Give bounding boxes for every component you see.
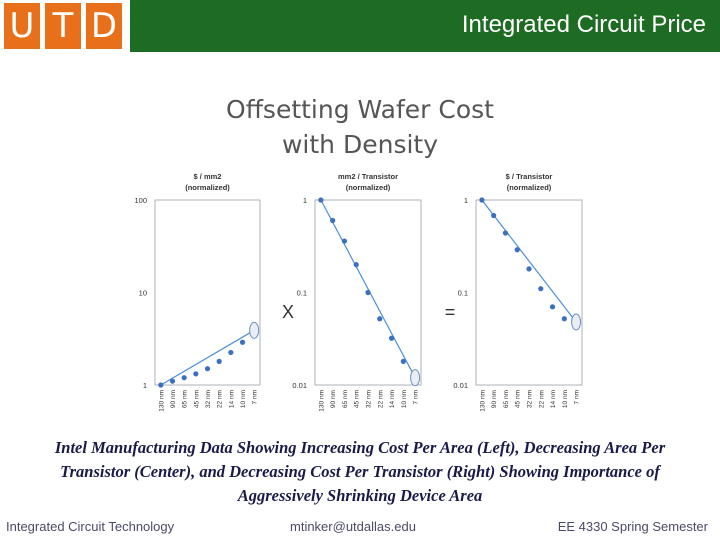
logo-letter-d: D xyxy=(86,3,122,49)
chart-3-point-2 xyxy=(491,212,497,219)
chart-3-x-tick-2: 90 nm xyxy=(491,390,498,408)
chart-2-x-tick-5: 32 nm xyxy=(366,390,373,408)
chart-figure: $ / mm2 (normalized) 1 10 100 130 nm 90 nm 65 n… xyxy=(134,172,583,412)
chart-2-point-8 xyxy=(400,358,406,364)
chart-1-point-5 xyxy=(204,366,211,372)
chart-1-y-tick-1: 1 xyxy=(143,381,147,390)
chart-1-title-line-1: $ / mm2 xyxy=(194,172,222,181)
chart-2-x-tick-4: 45 nm xyxy=(354,390,361,408)
chart-2-y-tick-3: 1 xyxy=(303,196,307,205)
chart-2-title-line-2: (normalized) xyxy=(346,183,391,192)
chart-1-point-8 xyxy=(239,339,246,345)
chart-2-x-tick-7: 14 nm xyxy=(389,390,396,408)
equals-operator: = xyxy=(445,302,456,322)
chart-2-title-line-1: mm2 / Transistor xyxy=(338,172,398,181)
chart-2-trend-line xyxy=(320,199,416,378)
chart-1-x-tick-9: 7 nm xyxy=(252,390,259,404)
header-bar: U T D Integrated Circuit Price xyxy=(0,0,720,54)
chart-1-y-tick-2: 10 xyxy=(139,289,147,298)
logo-letter-u: U xyxy=(4,3,40,49)
chart-1-point-9-projected xyxy=(249,321,260,339)
chart-1-x-tick-2: 90 nm xyxy=(170,390,177,408)
chart-2-plot-frame xyxy=(314,199,422,386)
figure-caption: Intel Manufacturing Data Showing Increas… xyxy=(54,438,666,505)
chart-1-y-tick-3: 100 xyxy=(134,196,147,205)
chart-1-x-tick-8: 10 nm xyxy=(240,390,247,408)
chart-2-x-tick-3: 65 nm xyxy=(342,390,349,408)
chart-2-point-7 xyxy=(388,335,395,341)
chart-3-point-7 xyxy=(549,304,556,310)
slide-title: Offsetting Wafer Cost with Density xyxy=(200,92,520,162)
chart-3-x-tick-7: 14 nm xyxy=(550,390,557,408)
chart-3-x-tick-8: 10 nm xyxy=(562,390,569,408)
chart-3-y-tick-2: 0.1 xyxy=(458,289,468,298)
slide-title-line-2: with Density xyxy=(281,130,439,159)
chart-2-point-3 xyxy=(341,238,348,244)
chart-1-title-line-2: (normalized) xyxy=(185,183,230,192)
footer-course: Integrated Circuit Technology xyxy=(6,519,175,534)
logo-letter-t: T xyxy=(45,3,81,49)
chart-3-point-1 xyxy=(479,197,485,203)
chart-3-point-4 xyxy=(514,247,520,253)
chart-3-plot-frame xyxy=(475,199,583,386)
chart-2-x-tick-6: 22 nm xyxy=(377,390,384,408)
chart-1-point-2 xyxy=(169,378,176,384)
chart-1-point-4 xyxy=(193,371,199,377)
chart-3-title-line-1: $ / Transistor xyxy=(506,172,553,181)
chart-2-y-tick-1: 0.01 xyxy=(292,381,307,390)
chart-3-point-5 xyxy=(526,266,532,272)
chart-2-x-tick-9: 7 nm xyxy=(413,390,420,404)
chart-1-x-tick-3: 65 nm xyxy=(182,390,189,408)
chart-3-x-tick-6: 22 nm xyxy=(538,390,545,408)
chart-2-point-2 xyxy=(330,217,336,224)
chart-2-point-9-projected xyxy=(410,369,421,387)
chart-2-point-6 xyxy=(377,316,383,322)
multiply-operator: X xyxy=(282,302,294,322)
chart-2-y-tick-2: 0.1 xyxy=(297,289,307,298)
chart-1-point-6 xyxy=(216,358,222,364)
chart-1-x-tick-7: 14 nm xyxy=(228,390,235,408)
chart-3-x-tick-4: 45 nm xyxy=(515,390,522,408)
chart-3-x-tick-1: 130 nm xyxy=(479,390,486,412)
chart-2-x-tick-8: 10 nm xyxy=(401,390,408,408)
chart-3-x-tick-3: 65 nm xyxy=(503,390,510,408)
chart-1-point-7 xyxy=(228,349,234,356)
utd-logo: U T D xyxy=(0,0,130,54)
chart-3-point-8 xyxy=(561,316,567,322)
chart-3-y-tick-1: 0.01 xyxy=(453,381,468,390)
chart-3-title-line-2: (normalized) xyxy=(507,183,552,192)
chart-2-point-5 xyxy=(365,289,371,296)
chart-3-point-6 xyxy=(538,286,544,292)
chart-1-x-tick-1: 130 nm xyxy=(158,390,165,412)
chart-1-trend-line xyxy=(160,329,255,386)
chart-1-point-1 xyxy=(158,382,164,388)
chart-3-y-tick-3: 1 xyxy=(464,196,468,205)
chart-3-x-tick-5: 32 nm xyxy=(527,390,534,408)
title-banner xyxy=(128,0,720,52)
page-title: Integrated Circuit Price xyxy=(461,11,706,38)
chart-3-point-9-projected xyxy=(571,313,582,331)
chart-1-x-tick-5: 32 nm xyxy=(205,390,212,408)
chart-3-point-3 xyxy=(502,230,509,236)
chart-3-x-tick-9: 7 nm xyxy=(574,390,581,404)
chart-2-x-tick-2: 90 nm xyxy=(330,390,337,408)
chart-1-x-tick-4: 45 nm xyxy=(193,390,200,408)
chart-2-x-tick-1: 130 nm xyxy=(318,390,325,412)
footer-semester: EE 4330 Spring Semester xyxy=(557,519,708,534)
chart-2-point-4 xyxy=(353,262,359,268)
chart-1-plot-frame xyxy=(154,199,261,386)
chart-3-trend-line xyxy=(481,199,577,323)
chart-1-x-tick-6: 22 nm xyxy=(217,390,224,408)
chart-1-point-3 xyxy=(181,375,187,381)
slide-title-line-1: Offsetting Wafer Cost xyxy=(226,95,494,124)
chart-2-point-1 xyxy=(318,197,324,203)
footer-email: mtinker@utdallas.edu xyxy=(290,519,416,534)
